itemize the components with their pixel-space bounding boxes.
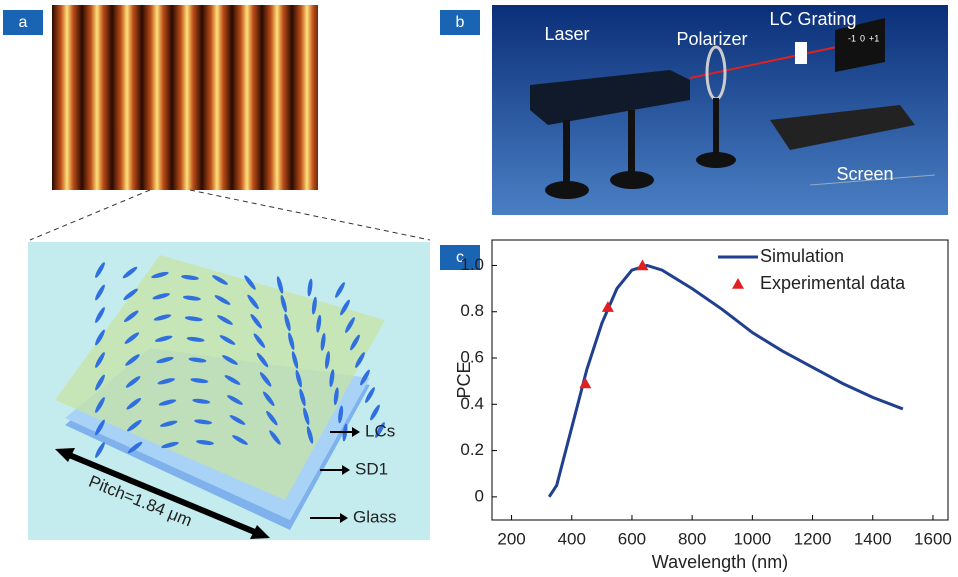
base	[545, 181, 589, 199]
grating	[795, 42, 807, 64]
order-label: 0	[860, 33, 865, 43]
panel-label: a	[19, 14, 28, 31]
legend-label: Experimental data	[760, 273, 906, 293]
x-tick-label: 800	[678, 529, 706, 548]
zoom-line	[190, 190, 430, 240]
y-tick-label: 0	[475, 486, 484, 505]
x-tick-label: 600	[618, 529, 646, 548]
legend-swatch	[732, 278, 744, 289]
order-label: -1	[848, 33, 856, 43]
post	[628, 110, 635, 175]
annotation: SD1	[355, 459, 388, 478]
annotation: Glass	[353, 507, 396, 526]
base	[610, 171, 654, 189]
x-tick-label: 1400	[854, 529, 892, 548]
fringe-image	[52, 5, 318, 190]
x-tick-label: 1000	[733, 529, 771, 548]
x-tick-label: 400	[558, 529, 586, 548]
y-axis-label: PCE	[454, 361, 474, 398]
annotation: Screen	[836, 164, 893, 184]
zoom-line	[30, 190, 150, 240]
y-tick-label: 0.2	[460, 440, 484, 459]
panel-label: b	[456, 14, 465, 31]
legend-label: Simulation	[760, 246, 844, 266]
annotation: LCs	[365, 421, 395, 440]
line	[549, 265, 903, 496]
post	[713, 98, 719, 153]
figure: a LCs SD1 Glass Pitch=1.84 μm b Laser Po…	[0, 0, 958, 577]
marker	[579, 377, 591, 388]
annotation: LC Grating	[769, 9, 856, 29]
y-tick-label: 0.8	[460, 301, 484, 320]
annotation: Polarizer	[676, 29, 747, 49]
page: a LCs SD1 Glass Pitch=1.84 μm b Laser Po…	[0, 0, 958, 577]
post	[563, 120, 570, 185]
x-tick-label: 200	[497, 529, 525, 548]
x-tick-label: 1600	[914, 529, 952, 548]
x-tick-label: 1200	[794, 529, 832, 548]
order-label: +1	[869, 33, 879, 43]
x-axis-label: Wavelength (nm)	[652, 552, 788, 572]
y-tick-label: 1.0	[460, 255, 484, 274]
base	[696, 152, 736, 168]
annotation: Laser	[544, 24, 589, 44]
